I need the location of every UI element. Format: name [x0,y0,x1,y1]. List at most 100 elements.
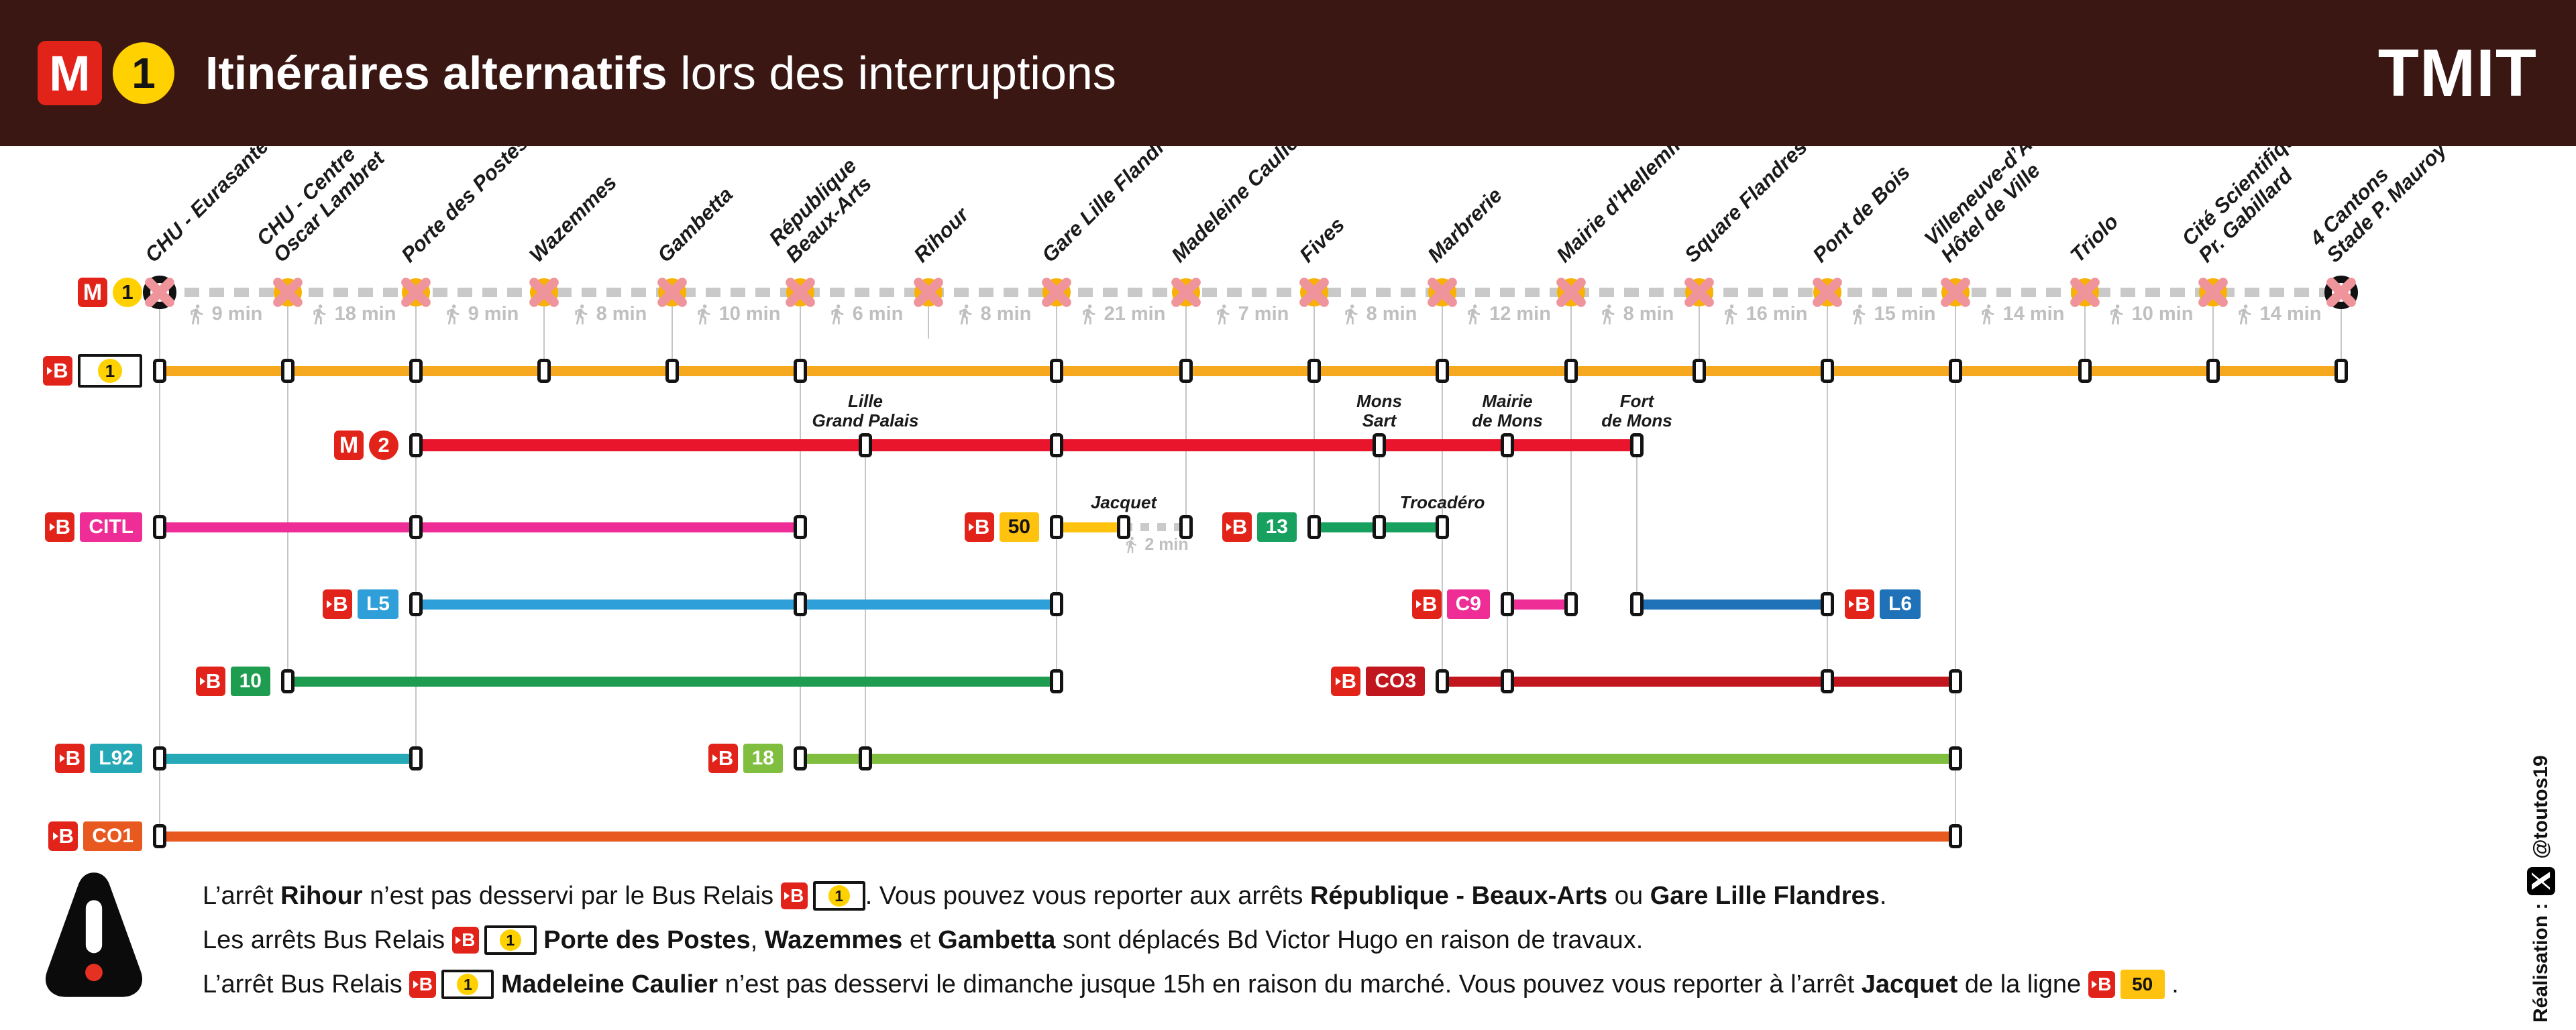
arrow-icon [968,523,974,531]
walk-time-label: 6 min [852,303,904,325]
relay-line-bus-50 [1057,522,1124,532]
stop-tick [1630,592,1644,616]
stop-tick [1050,515,1063,539]
stop-tick [1436,669,1449,693]
walk-time: 16 min [1724,303,1852,325]
stop-tick [1949,746,1962,770]
bus-line-code: CITL [80,512,142,542]
walk-time: 21 min [1082,303,1210,325]
line-badge-18: B 18 [708,744,783,773]
stop-tick [153,515,166,539]
arrow-icon [712,754,718,762]
stop-tick [1373,433,1386,457]
bus-line-code: CO3 [1366,667,1425,696]
arrow-icon [59,754,65,762]
bus-relais-icon: B [55,744,85,773]
note-text-bold: Wazemmes [764,925,903,954]
stop-tick [1307,515,1321,539]
arrow-icon [1849,600,1855,608]
walker-icon [692,303,714,325]
note-text-bold: Jacquet [1861,970,1958,998]
walk-time: 9 min [190,303,302,325]
stop-tick [1949,359,1962,383]
stop-tick [281,359,294,383]
line-badge-50: B 50 [2088,970,2165,999]
bus-relais-icon: B [48,821,78,851]
walker-icon [1847,303,1870,325]
vertical-connector [1636,445,1638,604]
line-badge-10: B 10 [195,667,270,696]
row-badge-bus-l5: B L5 [322,589,398,619]
line-1-badge: 1 [113,42,174,104]
row-badge-bus-c9: B C9 [1411,589,1490,619]
line-badge-CO3: B CO3 [1331,667,1425,696]
arrow-icon [199,677,205,685]
note-text: L’arrêt [203,881,281,910]
line-badge-L5: B L5 [322,589,398,619]
stop-tick [153,824,166,848]
relay-line-bus-citl [160,522,800,532]
bus-line-box: 1 [441,970,494,999]
stop-tick [153,359,166,383]
bus-relais-icon: B [1411,589,1442,619]
walk-time: 10 min [697,303,825,325]
credit: Réalisation : @toutos19 [2526,701,2556,1023]
walk-time-label: 10 min [718,303,781,325]
metro-line-number: 2 [369,431,398,460]
walk-time-label: 14 min [2259,303,2322,325]
arrow-icon [2092,980,2098,988]
walker-icon [1597,303,1619,325]
bus-line-code: L92 [90,744,142,773]
walker-icon [185,303,207,325]
line-badge-C9: B C9 [1411,589,1490,619]
title-rest: lors des interruptions [667,47,1116,99]
stop-tick [537,359,551,383]
station-label: Rihour [909,203,973,267]
walk-connection [1124,523,1186,531]
bus-relais-icon: B [451,927,479,954]
walk-time-label: 15 min [1874,303,1936,325]
walk-time-label: 8 min [980,303,1032,325]
bus-relais-icon: B [43,356,72,386]
line-badge-L92: B L92 [55,744,142,773]
relay-line-metro-2 [416,439,1637,451]
stop-label: Trocadéro [1399,492,1485,512]
stop-tick [1630,433,1644,457]
walk-time: 9 min [446,303,558,325]
metro-line-number: 1 [113,278,142,307]
note-text: . [2164,970,2179,998]
line-badge-CITL: B CITL [45,512,142,542]
walk-time: 6 min [830,303,943,325]
bus-line-box: 1 [812,881,865,911]
note-text: de la ligne [1957,970,2088,998]
stop-tick [859,746,872,770]
stop-tick [1307,359,1321,383]
vertical-connector [1313,292,1315,527]
brand-logo: TMIT [2377,35,2537,111]
station-label: Porte des Postes [396,131,533,267]
arrow-icon [49,523,55,531]
station-label: Triolo [2065,209,2123,267]
station-label: Square Flandres [1680,135,1812,267]
walker-icon [826,303,848,325]
walk-time-label: 9 min [468,303,519,325]
relay-line-bus-18 [800,753,1955,764]
bus-line-code: L5 [357,589,398,619]
arrow-icon [47,367,53,375]
walk-time: 7 min [1216,303,1328,325]
walker-icon [1976,303,1998,325]
stop-tick [1436,359,1449,383]
walker-icon [1462,303,1485,325]
stop-tick [794,746,807,770]
stop-tick [859,433,872,457]
stop-tick [2078,359,2092,383]
station-label: Pont de Bois [1808,160,1915,267]
